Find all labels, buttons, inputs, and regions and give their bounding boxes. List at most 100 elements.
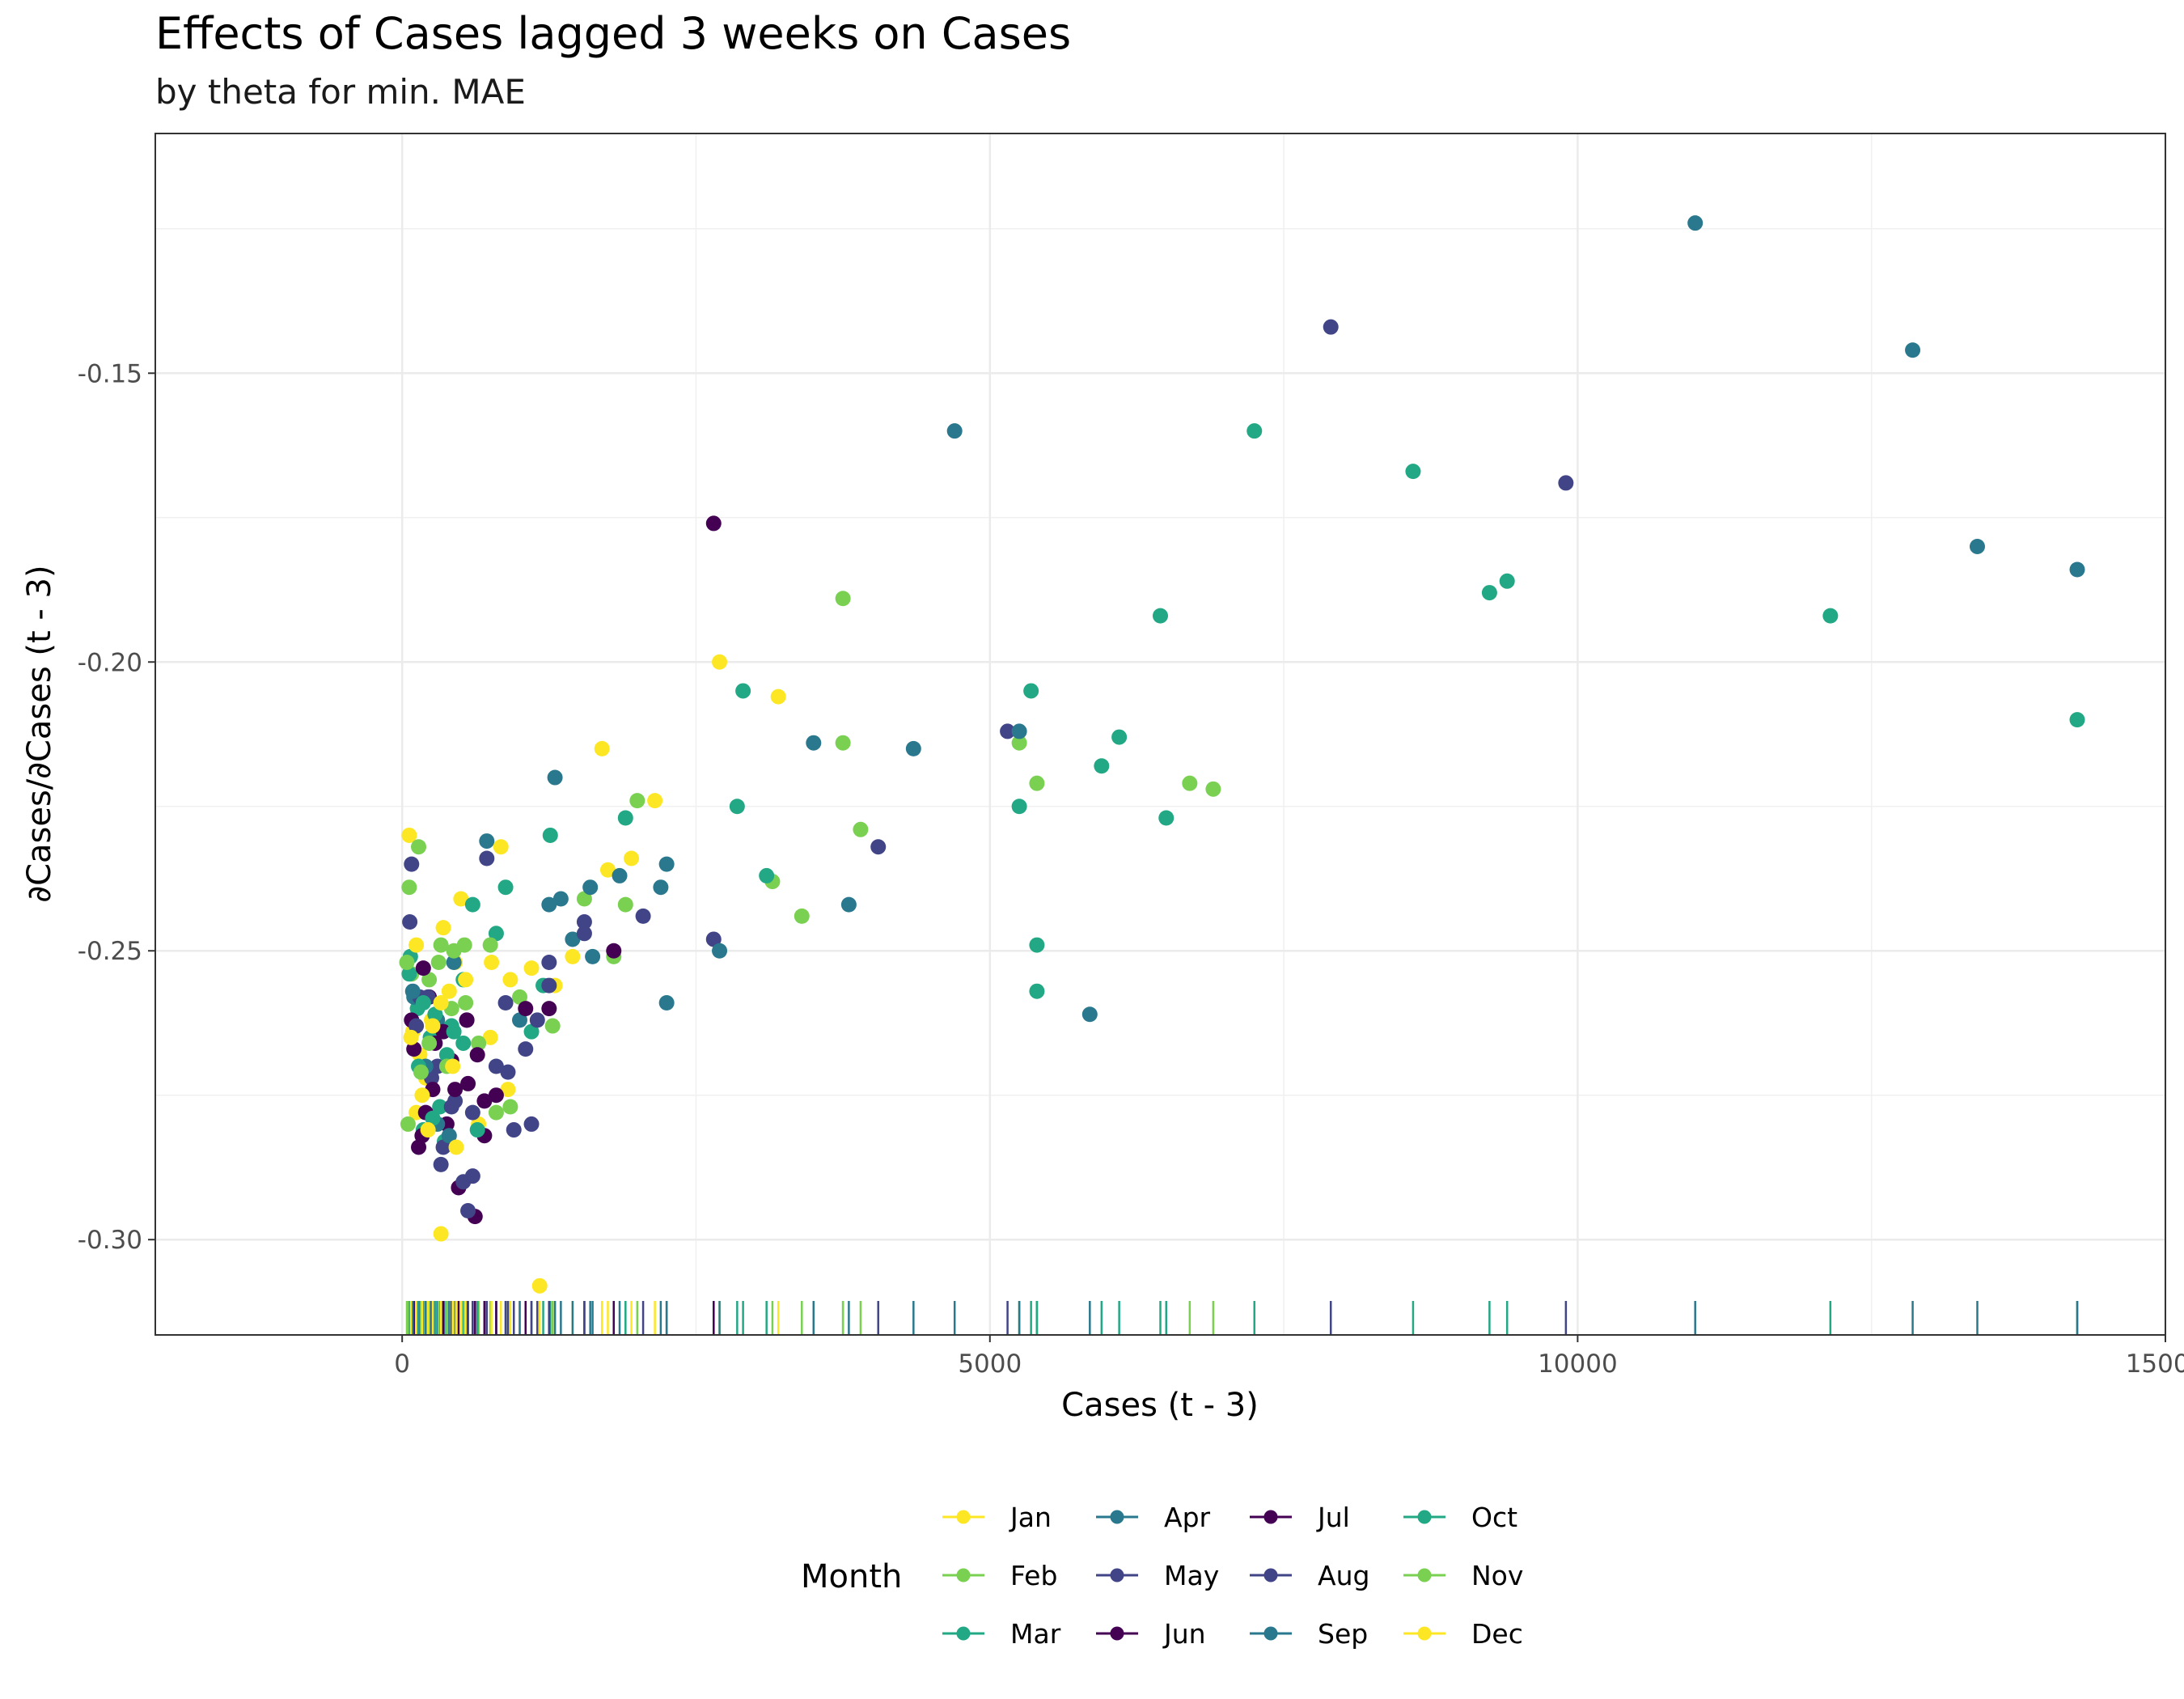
- y-tick-label: -0.20: [78, 648, 142, 677]
- data-point: [441, 983, 457, 999]
- data-point: [542, 827, 558, 843]
- data-point: [482, 1029, 498, 1045]
- data-point: [576, 926, 592, 942]
- data-point: [840, 896, 857, 913]
- data-point: [464, 1168, 480, 1184]
- data-point: [425, 1018, 441, 1034]
- legend-label: Oct: [1471, 1502, 1517, 1533]
- data-point: [455, 1035, 472, 1051]
- legend-key-point: [956, 1510, 971, 1524]
- legend-label: Apr: [1164, 1502, 1211, 1533]
- data-point: [617, 810, 633, 826]
- data-point: [415, 994, 431, 1011]
- data-point: [1111, 729, 1128, 745]
- data-point: [404, 856, 420, 872]
- y-tick-label: -0.30: [78, 1226, 142, 1255]
- data-point: [1029, 775, 1045, 791]
- data-point: [488, 1104, 504, 1121]
- data-point: [435, 1139, 451, 1155]
- data-point: [576, 891, 592, 907]
- data-point: [1905, 342, 1921, 358]
- data-point: [806, 735, 822, 751]
- data-point: [531, 1277, 548, 1294]
- data-point: [624, 850, 640, 866]
- data-point: [488, 1087, 504, 1104]
- data-point: [458, 972, 474, 988]
- data-point: [552, 891, 569, 907]
- data-point: [1000, 723, 1016, 739]
- data-point: [705, 515, 722, 532]
- legend: Jan Feb Mar Apr May Jun Jul Aug Sep Oct Nov Dec: [942, 1502, 1523, 1650]
- data-point: [794, 908, 810, 924]
- data-point: [406, 1041, 422, 1057]
- data-point: [1687, 215, 1704, 231]
- data-point: [1158, 810, 1175, 826]
- data-point: [402, 914, 418, 930]
- data-point: [647, 793, 663, 809]
- data-point: [541, 896, 557, 913]
- data-point: [500, 1082, 516, 1098]
- data-point: [476, 1093, 493, 1109]
- data-point: [433, 1226, 449, 1242]
- data-point: [443, 1099, 459, 1115]
- data-point: [712, 943, 728, 959]
- data-point: [497, 879, 514, 896]
- data-point: [464, 896, 480, 913]
- y-tick-label: -0.15: [78, 359, 142, 388]
- data-point: [420, 1122, 436, 1138]
- legend-key-point: [1417, 1626, 1432, 1641]
- data-point: [435, 920, 451, 936]
- data-point: [946, 423, 963, 439]
- data-point: [1011, 735, 1027, 751]
- data-point: [427, 1006, 443, 1023]
- data-point: [1011, 799, 1027, 815]
- data-point: [446, 955, 462, 971]
- legend-label: Nov: [1471, 1560, 1523, 1591]
- data-point: [1246, 423, 1263, 439]
- data-point: [1094, 758, 1110, 774]
- data-point: [582, 879, 599, 896]
- data-point: [448, 1139, 464, 1155]
- data-point: [565, 931, 581, 947]
- data-point: [469, 1122, 485, 1138]
- x-tick-label: 10000: [1538, 1349, 1618, 1379]
- data-point: [404, 983, 421, 999]
- data-point: [460, 1203, 476, 1219]
- legend-label: Jun: [1162, 1618, 1206, 1650]
- data-point: [459, 1012, 475, 1028]
- data-point: [635, 908, 651, 924]
- legend-label: Mar: [1010, 1618, 1061, 1650]
- legend-key-point: [1263, 1626, 1278, 1641]
- legend-label: Jan: [1009, 1502, 1052, 1533]
- data-point: [1182, 775, 1198, 791]
- data-point: [541, 955, 557, 971]
- data-point: [445, 1058, 461, 1074]
- legend-key-point: [1263, 1510, 1278, 1524]
- data-point: [484, 955, 500, 971]
- data-point: [705, 931, 722, 947]
- legend-title: Month: [801, 1558, 902, 1595]
- data-point: [729, 799, 745, 815]
- data-point: [408, 937, 425, 953]
- data-point: [401, 966, 417, 982]
- data-point: [529, 1012, 545, 1028]
- data-point: [759, 867, 775, 883]
- x-axis-title: Cases (t - 3): [1061, 1387, 1259, 1424]
- data-point: [1558, 475, 1574, 491]
- data-point: [413, 1064, 429, 1080]
- data-point: [1029, 983, 1045, 999]
- data-point: [523, 960, 540, 977]
- data-point: [1405, 464, 1421, 480]
- data-point: [411, 1139, 427, 1155]
- legend-label: Feb: [1010, 1560, 1057, 1591]
- data-point: [629, 793, 645, 809]
- data-point: [441, 1128, 457, 1144]
- data-point: [870, 839, 887, 855]
- data-point: [488, 926, 504, 942]
- data-point: [415, 960, 431, 977]
- data-point: [511, 989, 527, 1005]
- data-point: [547, 769, 563, 786]
- legend-label: Jul: [1316, 1502, 1350, 1533]
- data-point: [565, 948, 581, 964]
- data-point: [506, 1122, 522, 1138]
